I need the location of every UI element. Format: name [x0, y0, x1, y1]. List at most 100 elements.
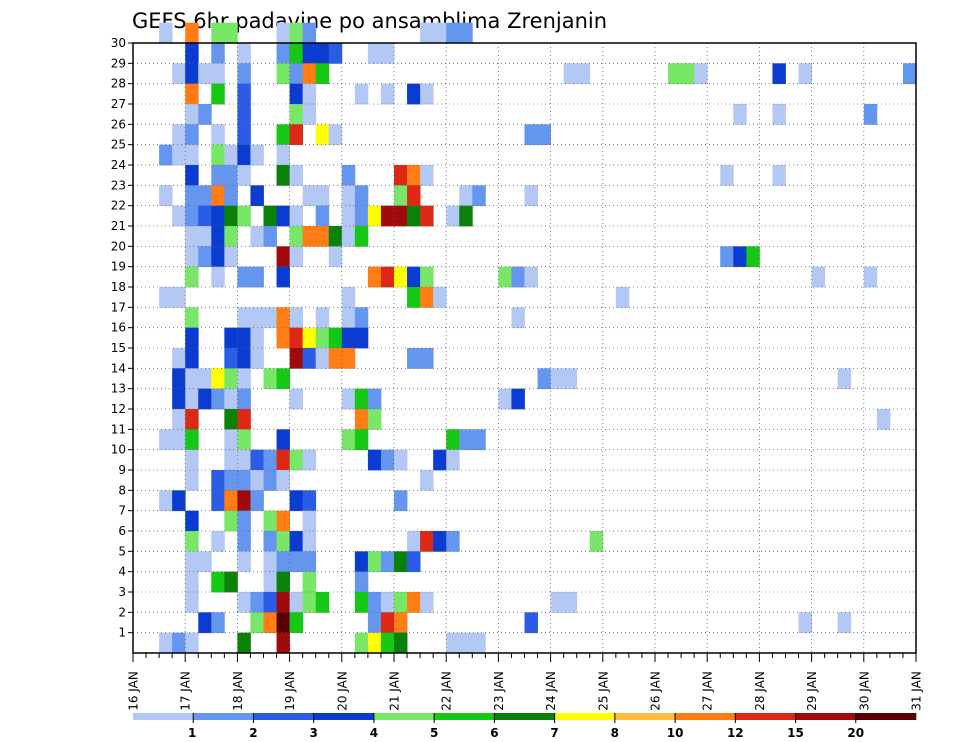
heatmap-cell	[159, 429, 173, 451]
heatmap-cell	[328, 246, 343, 268]
heatmap-cell	[224, 246, 238, 268]
heatmap-cell	[185, 429, 199, 451]
heatmap-cell	[198, 63, 212, 85]
heatmap-cell	[185, 124, 199, 146]
heatmap-cell	[420, 83, 434, 105]
y-tick-label: 2	[118, 605, 126, 619]
heatmap-cell	[276, 307, 290, 329]
heatmap-cell	[302, 551, 317, 573]
heatmap-cell	[263, 307, 277, 329]
heatmap-cell	[694, 63, 708, 85]
heatmap-cell	[315, 307, 330, 329]
heatmap-cell	[263, 551, 277, 573]
x-tick-label: 16 JAN	[127, 671, 141, 711]
heatmap-cell	[276, 43, 290, 64]
heatmap-cell	[185, 409, 199, 430]
y-tick-label: 7	[118, 504, 126, 518]
x-tick-label: 20 JAN	[335, 671, 349, 711]
heatmap-cell	[302, 348, 317, 369]
heatmap-cell	[328, 43, 343, 64]
heatmap-cell	[394, 612, 408, 634]
heatmap-cell	[237, 63, 251, 85]
heatmap-cell	[446, 632, 460, 654]
y-tick-label: 8	[118, 483, 126, 497]
heatmap-cell	[263, 531, 277, 552]
heatmap-cell	[237, 551, 251, 573]
heatmap-cell	[289, 43, 304, 64]
colorbar: 1 2 3 4 5 6 7 8 10 12 15 20	[133, 713, 917, 740]
heatmap-cell	[315, 592, 330, 613]
colorbar-label: 10	[667, 726, 684, 740]
y-tick-label: 20	[111, 239, 126, 253]
heatmap-cell	[172, 287, 186, 308]
heatmap-cell	[185, 531, 199, 552]
colorbar-segment	[133, 713, 194, 720]
heatmap-cell	[302, 510, 317, 532]
heatmap-cell	[746, 246, 760, 268]
y-tick-label: 9	[118, 463, 126, 477]
heatmap-cell	[250, 185, 264, 207]
heatmap-cell	[276, 165, 290, 186]
y-tick-label: 11	[111, 422, 126, 436]
heatmap-cell	[276, 22, 290, 44]
heatmap-cell	[211, 490, 225, 512]
x-axis: 16 JAN 17 JAN 18 JAN 19 JAN 20 JAN 21 JAN 22 J…	[127, 653, 924, 711]
colorbar-label: 20	[847, 726, 864, 740]
heatmap-cell	[276, 551, 290, 573]
heatmap-cell	[250, 144, 264, 166]
heatmap-cell	[446, 429, 460, 451]
colorbar-segment	[614, 713, 676, 720]
heatmap-cell	[159, 144, 173, 166]
heatmap-cell	[185, 470, 199, 491]
heatmap-cell	[367, 612, 382, 634]
y-tick-label: 13	[111, 382, 126, 396]
heatmap-cell	[407, 165, 421, 186]
heatmap-cell	[459, 205, 473, 227]
heatmap-cell	[367, 266, 382, 288]
heatmap-cell	[380, 205, 395, 227]
heatmap-cell	[328, 124, 343, 146]
heatmap-cell	[459, 185, 473, 207]
heatmap-cell	[394, 205, 408, 227]
heatmap-cell	[159, 490, 173, 512]
heatmap-cell	[276, 246, 290, 268]
heatmap-cell	[380, 43, 395, 64]
heatmap-cell	[354, 592, 369, 613]
heatmap-cell	[380, 449, 395, 471]
heatmap-cell	[250, 612, 264, 634]
heatmap-cell	[380, 266, 395, 288]
heatmap-cell	[354, 429, 369, 451]
heatmap-cell	[289, 551, 304, 573]
heatmap-cell	[198, 388, 212, 410]
x-tick-label: 19 JAN	[283, 671, 297, 711]
heatmap-cell	[250, 307, 264, 329]
heatmap-cell	[511, 388, 525, 410]
heatmap-cell	[237, 307, 251, 329]
heatmap-cell	[159, 185, 173, 207]
heatmap-cell	[211, 571, 225, 593]
heatmap-cell	[720, 165, 734, 186]
heatmap-cell	[420, 165, 434, 186]
heatmap-cell	[237, 409, 251, 430]
heatmap-cell	[237, 510, 251, 532]
heatmap-cell	[289, 388, 304, 410]
heatmap-cell	[276, 571, 290, 593]
heatmap-cell	[276, 327, 290, 349]
heatmap-cell	[211, 165, 225, 186]
heatmap-cell	[341, 287, 356, 308]
heatmap-cell	[589, 531, 604, 552]
heatmap-cell	[433, 22, 447, 44]
heatmap-cell	[511, 307, 525, 329]
heatmap-cell	[276, 449, 290, 471]
heatmap-cell	[537, 368, 551, 390]
heatmap-cell	[276, 470, 290, 491]
heatmap-cell	[224, 226, 238, 247]
x-tick-label: 17 JAN	[179, 671, 193, 711]
heatmap-cell	[420, 348, 434, 369]
heatmap-cell	[420, 266, 434, 288]
heatmap-cell	[185, 104, 199, 125]
heatmap-cell	[185, 144, 199, 166]
heatmap-cell	[250, 327, 264, 349]
chart-title: GEFS 6hr padavine po ansamblima Zrenjani…	[132, 9, 607, 33]
